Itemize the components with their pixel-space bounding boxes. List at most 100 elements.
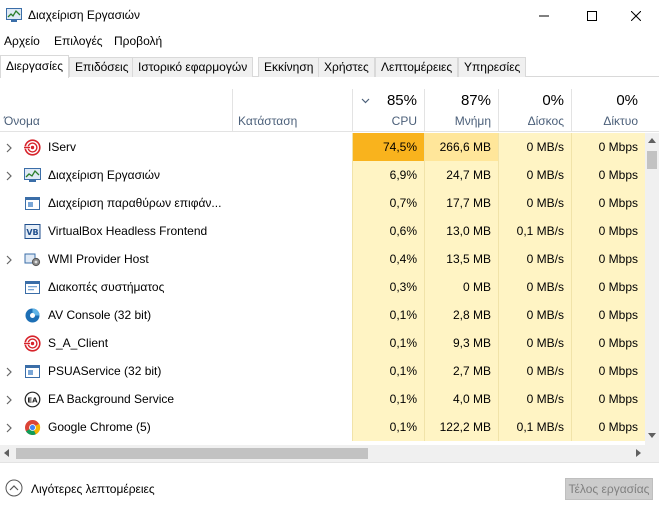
cpu-cell: 0,1% (352, 357, 424, 385)
process-row[interactable]: WMI Provider Host 0,4% 13,5 MB 0 MB/s 0 Mbps (0, 245, 645, 273)
memory-cell: 9,3 MB (424, 329, 498, 357)
process-name: Διαχείριση Εργασιών (48, 168, 161, 182)
header-cpu[interactable]: 85% CPU (352, 89, 424, 132)
tab-processes[interactable]: Διεργασίες (0, 55, 69, 78)
memory-cell: 24,7 MB (424, 161, 498, 189)
horizontal-scroll-thumb[interactable] (16, 448, 368, 459)
process-row[interactable]: VB VirtualBox Headless Frontend 0,6% 13,0 M… (0, 217, 645, 245)
header-name[interactable]: Όνομα (0, 89, 232, 132)
fewer-details-link[interactable]: Λιγότερες λεπτομέρειες (31, 482, 155, 496)
memory-cell: 4,0 MB (424, 385, 498, 413)
svg-text:EA: EA (27, 397, 38, 405)
disk-cell: 0 MB/s (498, 357, 571, 385)
header-memory[interactable]: 87% Μνήμη (424, 89, 498, 132)
network-cell: 0 Mbps (571, 385, 645, 413)
scroll-down-icon[interactable] (648, 433, 656, 438)
process-row[interactable]: Διακοπές συστήματος 0,3% 0 MB 0 MB/s 0 Mbps (0, 273, 645, 301)
horizontal-scrollbar[interactable] (0, 445, 645, 462)
cpu-cell: 0,1% (352, 301, 424, 329)
vertical-scrollbar[interactable] (645, 133, 659, 445)
expand-chevron-icon[interactable] (5, 422, 13, 433)
task-manager-icon (24, 167, 41, 184)
expand-chevron-icon[interactable] (5, 366, 13, 377)
cpu-label: CPU (391, 114, 417, 128)
vertical-scroll-thumb[interactable] (647, 151, 657, 169)
network-cell: 0 Mbps (571, 413, 645, 441)
cpu-cell: 0,1% (352, 329, 424, 357)
header-status-label: Κατάσταση (238, 114, 298, 128)
network-percent: 0% (616, 92, 638, 109)
process-row[interactable]: Διαχείριση παραθύρων επιφάν... 0,7% 17,7 M… (0, 189, 645, 217)
scroll-up-icon[interactable] (648, 138, 656, 143)
menu-view[interactable]: Προβολή (114, 34, 163, 48)
process-row[interactable]: EA EA Background Service 0,1% 4,0 MB 0 MB/s 0… (0, 385, 645, 413)
header-disk[interactable]: 0% Δίσκος (498, 89, 571, 132)
network-cell: 0 Mbps (571, 357, 645, 385)
menu-file[interactable]: Αρχείο (4, 34, 40, 48)
tab-services[interactable]: Υπηρεσίες (458, 57, 527, 77)
process-row[interactable]: AV Console (32 bit) 0,1% 2,8 MB 0 MB/s 0 Mbp… (0, 301, 645, 329)
end-task-button[interactable]: Τέλος εργασίας (565, 478, 653, 500)
footer: Λιγότερες λεπτομέρειες Τέλος εργασίας (0, 462, 659, 514)
maximize-button[interactable] (569, 0, 615, 31)
process-name: WMI Provider Host (48, 252, 149, 266)
expand-chevron-icon[interactable] (5, 170, 13, 181)
disk-cell: 0,1 MB/s (498, 217, 571, 245)
virtualbox-icon: VB (24, 223, 41, 240)
disk-cell: 0 MB/s (498, 329, 571, 357)
network-label: Δίκτυο (603, 114, 638, 128)
scrollbar-corner (645, 445, 659, 462)
network-cell: 0 Mbps (571, 217, 645, 245)
svg-text:VB: VB (26, 228, 38, 237)
disk-cell: 0 MB/s (498, 161, 571, 189)
title-bar[interactable]: Διαχείριση Εργασιών (0, 0, 659, 31)
tab-app-history[interactable]: Ιστορικό εφαρμογών (132, 57, 254, 77)
tab-performance[interactable]: Επιδόσεις (69, 57, 135, 77)
expand-chevron-icon[interactable] (5, 254, 13, 265)
tab-users[interactable]: Χρήστες (318, 57, 375, 77)
tab-details[interactable]: Λεπτομέρειες (375, 57, 459, 77)
memory-cell: 13,0 MB (424, 217, 498, 245)
wmi-icon (24, 251, 41, 268)
window-icon (24, 195, 41, 212)
process-name: Διαχείριση παραθύρων επιφάν... (48, 196, 222, 210)
tab-startup[interactable]: Εκκίνηση (258, 57, 320, 77)
menu-options[interactable]: Επιλογές (54, 34, 103, 48)
expand-chevron-icon[interactable] (5, 394, 13, 405)
process-row[interactable]: Διαχείριση Εργασιών 6,9% 24,7 MB 0 MB/s 0 Mb… (0, 161, 645, 189)
process-row[interactable]: Google Chrome (5) 0,1% 122,2 MB 0,1 MB/s 0 M… (0, 413, 645, 441)
iserv-icon (24, 335, 41, 352)
memory-cell: 13,5 MB (424, 245, 498, 273)
disk-label: Δίσκος (527, 114, 564, 128)
cpu-cell: 74,5% (352, 133, 424, 161)
process-row[interactable]: IServ 74,5% 266,6 MB 0 MB/s 0 Mbps (0, 133, 645, 161)
scroll-right-icon[interactable] (636, 449, 641, 457)
memory-cell: 17,7 MB (424, 189, 498, 217)
close-button[interactable] (613, 0, 659, 31)
tab-bar: Διεργασίες Επιδόσεις Ιστορικό εφαρμογών … (0, 55, 659, 78)
system-icon (24, 279, 41, 296)
header-status[interactable]: Κατάσταση (232, 89, 352, 132)
window-icon (24, 363, 41, 380)
iserv-icon (24, 139, 41, 156)
process-name: AV Console (32 bit) (48, 308, 152, 322)
header-network[interactable]: 0% Δίκτυο (571, 89, 645, 132)
fewer-details-button[interactable] (5, 479, 23, 497)
av-console-icon (24, 307, 41, 324)
network-cell: 0 Mbps (571, 301, 645, 329)
process-row[interactable]: S_A_Client 0,1% 9,3 MB 0 MB/s 0 Mbps (0, 329, 645, 357)
disk-cell: 0 MB/s (498, 301, 571, 329)
cpu-cell: 0,6% (352, 217, 424, 245)
scroll-left-icon[interactable] (4, 449, 9, 457)
window-title: Διαχείριση Εργασιών (28, 8, 141, 22)
cpu-cell: 0,7% (352, 189, 424, 217)
disk-cell: 0 MB/s (498, 245, 571, 273)
process-row[interactable]: PSUAService (32 bit) 0,1% 2,7 MB 0 MB/s 0 Mb… (0, 357, 645, 385)
expand-chevron-icon[interactable] (5, 142, 13, 153)
memory-cell: 2,8 MB (424, 301, 498, 329)
disk-cell: 0 MB/s (498, 273, 571, 301)
maximize-icon (587, 10, 597, 21)
memory-cell: 0 MB (424, 273, 498, 301)
memory-percent: 87% (460, 92, 491, 109)
minimize-button[interactable] (521, 0, 567, 31)
